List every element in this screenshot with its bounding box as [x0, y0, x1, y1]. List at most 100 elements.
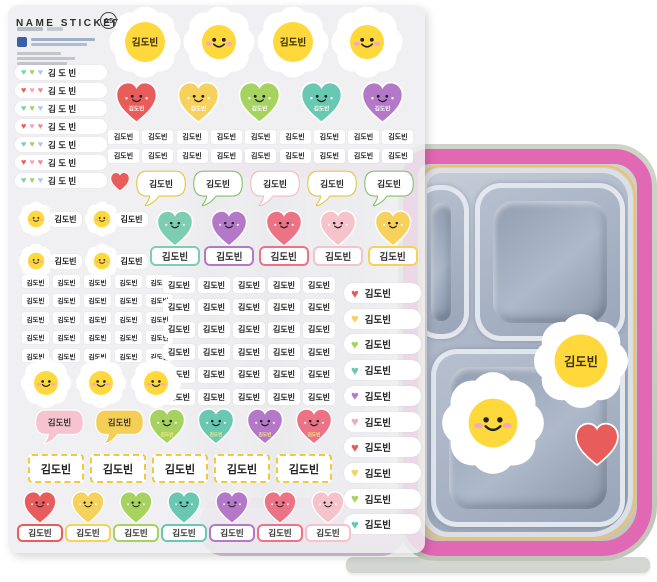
heart-icon: ♥	[351, 336, 359, 352]
name-label-sticker: 김도빈	[49, 253, 82, 269]
sticker-name-text: 김도빈	[270, 252, 297, 263]
heart-name-pill-sticker: ♥ 김도빈	[344, 411, 421, 432]
name-label-sticker: 김도빈	[115, 211, 148, 227]
daisy-graphic-wrap	[18, 201, 54, 237]
heart-icon: ♥	[351, 362, 359, 378]
smiley-heart-sticker: 김도빈	[291, 406, 337, 448]
sticker-name-text: 김도빈	[307, 370, 331, 380]
applied-daisy-name-sticker: 김도빈	[532, 312, 630, 410]
daisy-graphic	[84, 243, 120, 279]
daisy-name-text: 김도빈	[132, 37, 159, 49]
small-name-label-sticker: 김도빈	[233, 277, 265, 293]
heart-icon: ♥	[351, 388, 359, 404]
small-name-label-sticker: 김도빈	[303, 366, 335, 383]
heart-icon: ♥	[29, 175, 35, 185]
heart-graphic-wrap	[315, 208, 361, 250]
small-name-label-sticker: 김도빈	[268, 344, 300, 361]
heart-nametag-sticker: 김도빈	[209, 489, 255, 545]
three-hearts-name-sticker: ♥ ♥ ♥ 김 도 빈	[15, 65, 107, 80]
heart-graphic: 김도빈	[300, 81, 342, 123]
sticker-name-text: 김도빈	[124, 528, 148, 538]
dashed-name-label-sticker: 김도빈	[214, 454, 270, 483]
heart-name-text: 김도빈	[375, 105, 391, 113]
small-name-label-sticker: 김도빈	[233, 321, 265, 338]
bubble-name-text: 김도빈	[206, 178, 230, 189]
sticker-name-text: 김도빈	[364, 468, 391, 480]
sticker-name-text: 김도빈	[182, 153, 202, 160]
heart-graphic	[71, 491, 105, 524]
heart-icon: ♥	[37, 85, 44, 95]
compartment-top-left	[427, 185, 469, 339]
small-name-label-sticker: 김도빈	[163, 321, 195, 338]
heart-graphic-wrap	[370, 208, 416, 250]
sticker-name-text: 김도빈	[119, 316, 138, 324]
nametag-box: 김도빈	[258, 246, 309, 266]
brand-logo	[17, 37, 27, 47]
heart-icon: ♥	[21, 67, 27, 77]
daisy-sticker	[75, 357, 127, 409]
heart-graphic	[211, 210, 248, 247]
tiny-name-label-sticker: 김도빈	[84, 293, 111, 307]
smiley-heart-sticker: 김도빈	[293, 79, 350, 127]
sticker-name-text: 김 도 빈	[48, 157, 77, 168]
sticker-name-text: 김도빈	[226, 463, 258, 476]
three-hearts-name-sticker: ♥ ♥ ♥ 김 도 빈	[15, 83, 107, 98]
heart-graphic	[156, 210, 194, 247]
sticker-name-text: 김도빈	[88, 298, 107, 306]
small-name-label-sticker: 김도빈	[233, 299, 265, 316]
heart-graphic	[263, 491, 297, 524]
applied-daisy-face-sticker	[440, 370, 546, 476]
sticker-name-text: 김도빈	[57, 298, 76, 306]
sticker-name-text: 김도빈	[316, 528, 340, 538]
heart-icon: ♥	[37, 139, 44, 149]
daisy-sticker	[20, 357, 72, 409]
sheet-title: NAME STICKER	[16, 18, 123, 29]
smiley-heart-sticker: 김도빈	[231, 79, 288, 127]
daisy-graphic	[21, 358, 71, 408]
sticker-name-text: 김도빈	[182, 134, 202, 141]
fine-print-line	[17, 52, 61, 55]
heart-graphic-wrap	[163, 489, 205, 527]
heart-icon: ♥	[21, 103, 27, 113]
mini-name-label-sticker: 김도빈	[210, 130, 242, 144]
sticker-name-text: 김도빈	[88, 279, 107, 287]
sticker-name-text: 김도빈	[88, 316, 107, 324]
sticker-name-text: 김도빈	[26, 353, 45, 361]
sticker-name-text: 김도빈	[307, 392, 331, 402]
heart-icon: ♥	[351, 285, 359, 301]
sticker-name-text: 김 도 빈	[48, 175, 77, 186]
sticker-name-text: 김 도 빈	[48, 121, 77, 132]
heart-graphic-wrap	[67, 489, 109, 527]
small-name-label-sticker: 김도빈	[268, 299, 300, 316]
tiny-name-label-sticker: 김도빈	[22, 275, 49, 288]
heart-graphic: 김도빈	[246, 408, 284, 445]
mini-name-label-sticker: 김도빈	[348, 130, 380, 144]
tiny-name-label-sticker: 김도빈	[22, 330, 49, 344]
daisy-with-label-sticker: 김도빈	[18, 201, 82, 237]
small-heart-sticker	[108, 171, 132, 193]
sticker-name-text: 김도빈	[272, 392, 296, 402]
heart-nametag-sticker: 김도빈	[367, 208, 418, 266]
sticker-name-text: 김도빈	[288, 463, 320, 476]
bubble-name-text: 김도빈	[149, 178, 173, 189]
daisy-graphic: 김도빈	[109, 6, 181, 78]
heart-name-pill-sticker: ♥ 김도빈	[344, 488, 421, 509]
sticker-name-text: 김도빈	[202, 392, 226, 402]
heart-graphic-wrap	[211, 489, 253, 527]
heart-icon: ♥	[29, 139, 35, 149]
heart-name-pill-sticker: ♥ 김도빈	[344, 385, 421, 406]
heart-icon: ♥	[351, 439, 359, 455]
smiley-heart-sticker: 김도빈	[170, 79, 227, 127]
daisy-with-label-sticker: 김도빈	[18, 243, 82, 279]
tiny-name-label-sticker: 김도빈	[53, 349, 80, 363]
sticker-name-text: 김도빈	[364, 289, 391, 300]
sticker-name-text: 김도빈	[167, 392, 191, 402]
heart-graphic	[110, 172, 130, 192]
mini-name-label-sticker: 김도빈	[176, 149, 208, 163]
tiny-name-label-sticker: 김도빈	[115, 330, 142, 344]
speech-bubble-graphic: 김도빈	[95, 409, 144, 445]
tiny-name-label-sticker: 김도빈	[53, 330, 80, 344]
small-name-label-sticker: 김도빈	[163, 344, 195, 361]
nametag-box: 김도빈	[150, 246, 200, 266]
heart-icon: ♥	[37, 121, 44, 131]
